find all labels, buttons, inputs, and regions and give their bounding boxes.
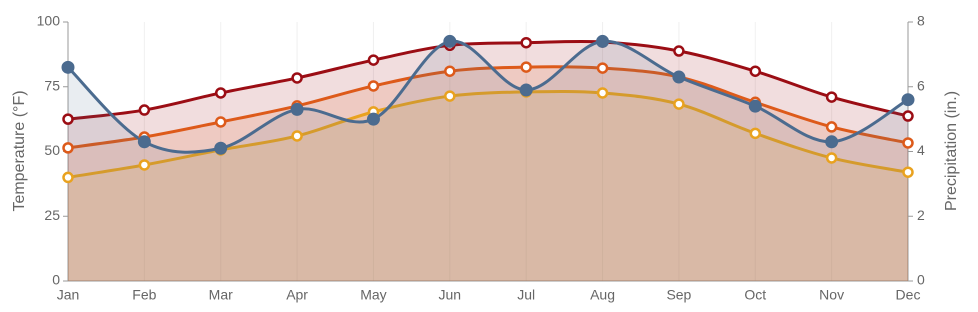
data-point: [214, 116, 227, 128]
data-point: [902, 137, 914, 149]
data-point: [902, 166, 914, 178]
y-tick-label: 0: [52, 272, 60, 288]
data-point: [367, 54, 380, 66]
series-area: [68, 66, 908, 282]
series-area: [68, 91, 908, 281]
data-point: [443, 34, 457, 48]
data-point: [902, 110, 914, 122]
data-point: [825, 152, 838, 164]
y-tick-label: 100: [37, 13, 61, 29]
data-point: [596, 87, 609, 99]
y2-tick-label: 8: [917, 13, 925, 29]
y-tick-label: 25: [44, 207, 60, 223]
data-point: [214, 87, 227, 99]
series-line: [67, 65, 909, 150]
data-point: [62, 142, 74, 154]
y-axis-title: Temperature (°F): [11, 90, 28, 211]
data-point: [444, 65, 456, 77]
series-area: [68, 41, 908, 281]
data-point: [673, 45, 685, 57]
data-point: [825, 135, 839, 149]
data-point: [138, 159, 151, 171]
y2-axis-title: Precipitation (in.): [943, 91, 960, 211]
y2-tick-label: 2: [917, 207, 925, 223]
x-tick-label: Aug: [590, 287, 615, 303]
x-tick-label: Apr: [286, 287, 308, 303]
data-point: [748, 99, 762, 113]
data-point: [901, 93, 915, 107]
data-point: [367, 80, 380, 92]
data-point: [749, 127, 762, 140]
data-point: [825, 121, 838, 133]
data-point: [520, 61, 532, 73]
y2-tick-label: 0: [917, 272, 925, 288]
data-point: [519, 83, 533, 97]
series-area: [68, 41, 908, 281]
x-tick-label: Jul: [517, 287, 535, 303]
x-tick-label: Mar: [209, 287, 233, 303]
data-point: [62, 171, 74, 184]
x-tick-label: Nov: [819, 287, 844, 303]
x-tick-label: May: [360, 287, 386, 303]
y2-tick-label: 6: [917, 77, 925, 93]
data-point: [673, 98, 685, 110]
data-point: [596, 34, 610, 48]
data-point: [596, 62, 609, 74]
x-tick-label: Oct: [744, 287, 766, 303]
data-point: [366, 112, 380, 126]
series-line: [67, 39, 909, 121]
x-tick-label: Sep: [666, 287, 691, 303]
data-point: [62, 113, 74, 125]
y-tick-label: 50: [44, 142, 60, 158]
data-point: [520, 36, 532, 49]
data-point: [825, 91, 838, 103]
data-point: [214, 141, 228, 155]
x-tick-label: Dec: [896, 287, 921, 303]
x-tick-label: Feb: [132, 287, 156, 303]
y2-tick-label: 4: [917, 142, 925, 158]
data-point: [444, 90, 456, 102]
data-point: [138, 104, 151, 116]
data-point: [291, 130, 303, 142]
data-point: [137, 135, 151, 149]
x-tick-label: Jan: [57, 287, 80, 303]
data-point: [61, 60, 75, 74]
data-point: [672, 70, 686, 84]
x-tick-label: Jun: [439, 287, 462, 303]
data-point: [290, 102, 304, 116]
data-point: [291, 72, 303, 84]
y-tick-label: 75: [44, 77, 60, 93]
data-point: [749, 65, 762, 77]
